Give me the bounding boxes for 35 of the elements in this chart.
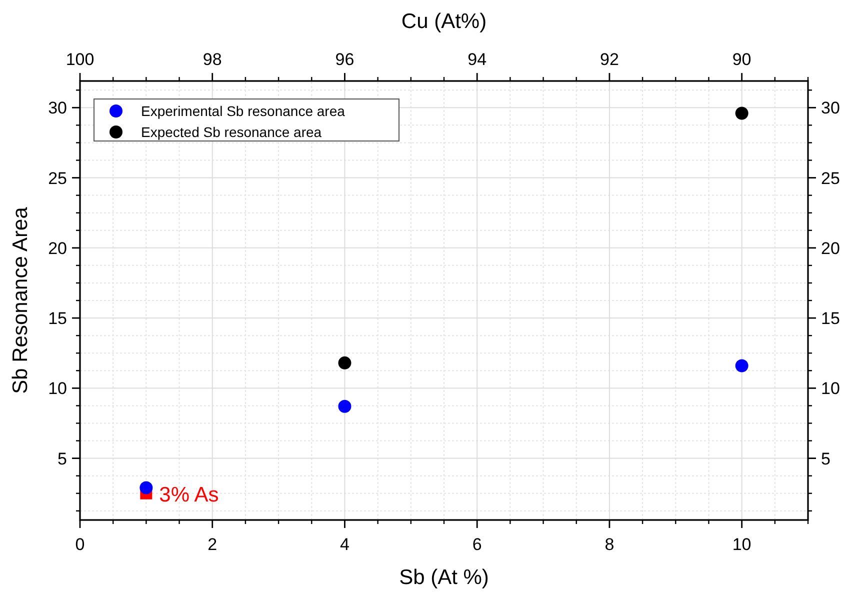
point <box>735 106 748 120</box>
y-tick-label: 5 <box>58 449 67 468</box>
x-axis-title: Sb (At %) <box>399 566 489 589</box>
x-tick-label: 8 <box>604 535 614 554</box>
point <box>735 359 748 372</box>
x-tick-label: 6 <box>472 535 482 554</box>
point <box>338 400 352 413</box>
point <box>140 481 153 494</box>
x2-tick-label: 94 <box>468 50 487 69</box>
y-tick-label: 30 <box>48 98 67 118</box>
y2-tick-label: 15 <box>821 309 840 328</box>
y2-tick-label: 5 <box>821 449 830 468</box>
x-tick-label: 0 <box>75 535 85 554</box>
legend-label: Expected Sb resonance area <box>141 124 322 140</box>
y2-tick-label: 20 <box>821 238 840 258</box>
x2-tick-label: 90 <box>732 50 752 69</box>
y-tick-label: 20 <box>48 238 67 258</box>
x2-axis-title: Cu (At%) <box>401 10 487 33</box>
y-tick-label: 10 <box>48 379 67 398</box>
y-axis-title: Sb Resonance Area <box>9 206 32 394</box>
y2-tick-label: 10 <box>821 379 840 398</box>
x2-tick-label: 100 <box>66 50 94 69</box>
x-tick-label: 10 <box>732 535 752 554</box>
y2-tick-label: 30 <box>821 98 840 118</box>
legend-label: Experimental Sb resonance area <box>141 103 346 119</box>
x2-tick-label: 92 <box>600 50 619 69</box>
x2-tick-label: 96 <box>335 50 354 69</box>
x-tick-label: 4 <box>340 535 350 554</box>
y2-tick-label: 25 <box>821 168 840 188</box>
x-tick-label: 2 <box>208 535 218 554</box>
annotation: 3% As <box>159 483 219 506</box>
y-tick-label: 25 <box>48 168 67 188</box>
x2-tick-label: 98 <box>202 50 222 69</box>
point <box>338 356 352 370</box>
y-tick-label: 15 <box>48 309 67 328</box>
